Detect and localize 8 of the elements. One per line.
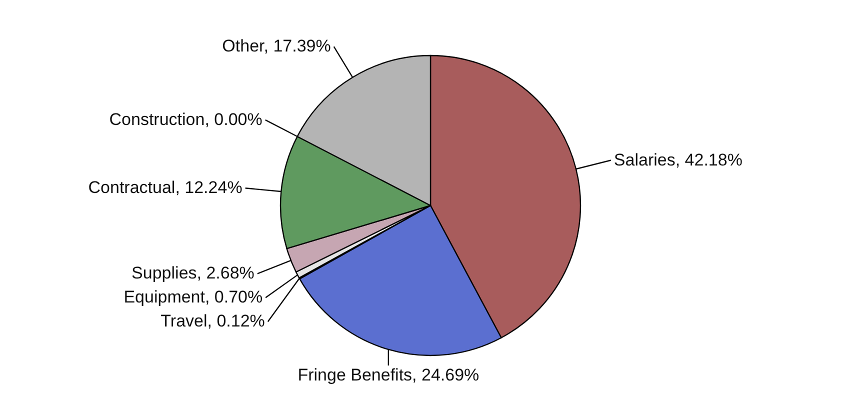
slice-label: Equipment, 0.70% xyxy=(124,288,263,307)
slice-label: Supplies, 2.68% xyxy=(132,264,254,283)
slice-label: Fringe Benefits, 24.69% xyxy=(298,365,480,384)
slice-label: Other, 17.39% xyxy=(222,36,331,56)
slice-label: Salaries, 42.18% xyxy=(614,150,742,170)
slice-label: Travel, 0.12% xyxy=(160,312,265,331)
slice-label: Contractual, 12.24% xyxy=(88,178,242,198)
legend-label: Construction, 0.00% xyxy=(109,110,262,129)
